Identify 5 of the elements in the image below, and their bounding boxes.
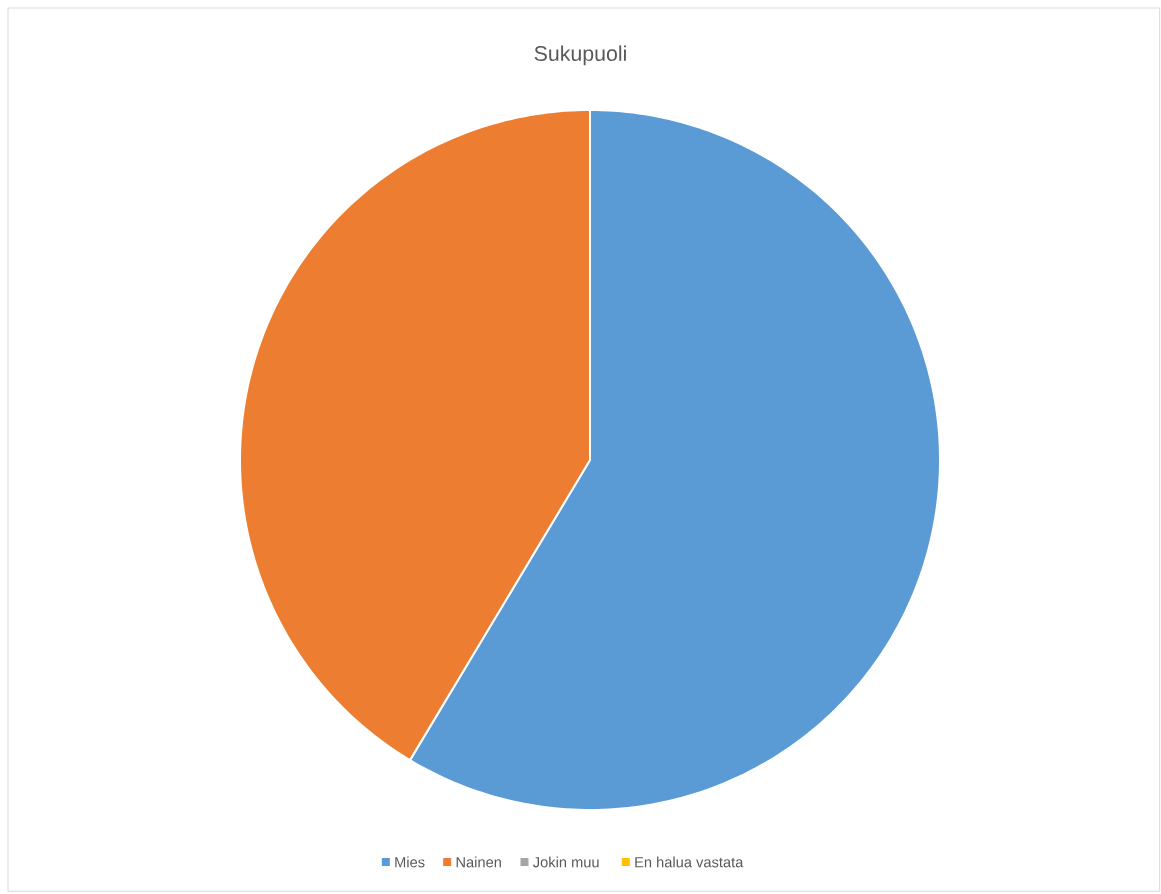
legend-label: En halua vastata bbox=[635, 856, 744, 868]
legend-label: Jokin muu bbox=[533, 856, 599, 868]
legend-label: Mies bbox=[395, 856, 425, 868]
legend-label: Nainen bbox=[456, 856, 501, 868]
chart-title: Sukupuoli bbox=[534, 45, 626, 66]
